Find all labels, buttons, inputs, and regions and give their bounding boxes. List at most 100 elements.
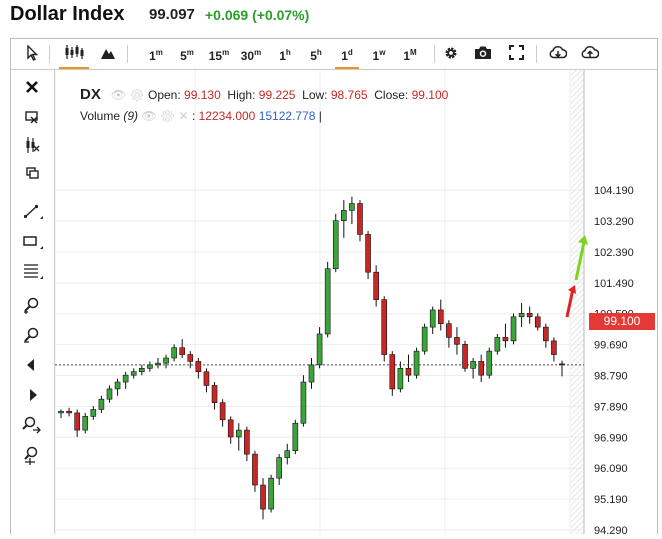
chart-toolbar: 1m 5m 15m 30m 1h 5h 1d 1w 1M	[11, 39, 657, 70]
zoom-reset-button[interactable]	[21, 414, 43, 436]
mountain-chart-button[interactable]	[97, 39, 119, 67]
candle-body	[219, 402, 226, 421]
interval-5h[interactable]: 5h	[304, 39, 328, 67]
y-tick-label: 98.790	[594, 371, 628, 383]
y-tick-label: 97.890	[594, 401, 628, 413]
candle-body	[324, 268, 331, 335]
candle-body	[179, 347, 186, 355]
interval-1w[interactable]: 1w	[367, 39, 391, 67]
candle-body	[308, 364, 315, 383]
trendline-tool[interactable]	[21, 200, 43, 222]
rectangle-tool[interactable]	[21, 230, 43, 252]
candle-body	[74, 412, 80, 431]
toolbar-divider	[536, 45, 537, 63]
future-band	[571, 70, 584, 534]
candle-body	[122, 374, 129, 383]
eye-icon[interactable]: 👁	[141, 109, 157, 123]
remove-drawings-button[interactable]	[21, 76, 43, 98]
chart-area[interactable]: 104.190103.290102.390101.490100.59099.69…	[54, 70, 658, 537]
low-value: 98.765	[330, 88, 368, 102]
candle-body	[373, 271, 379, 300]
camera-icon	[475, 46, 491, 59]
price-change: +0.069 (+0.07%)	[205, 7, 310, 23]
indicators-icon	[26, 137, 40, 153]
candle-body	[551, 340, 557, 355]
candle-body	[486, 350, 493, 376]
gear-icon	[445, 47, 457, 59]
gear-icon[interactable]: ⚙	[129, 88, 145, 102]
interval-1d[interactable]: 1d	[335, 39, 359, 69]
candle-body	[494, 337, 501, 352]
indicators-button[interactable]	[21, 134, 43, 156]
interval-5m[interactable]: 5m	[175, 39, 199, 67]
high-value: 99.225	[258, 88, 296, 102]
candle-body	[98, 398, 105, 410]
fibonacci-tool[interactable]	[21, 260, 43, 282]
candle-body	[470, 361, 476, 369]
candle-body	[252, 453, 258, 486]
candle-body	[114, 381, 121, 390]
close-value: 99.100	[411, 88, 449, 102]
volume-period: (9)	[123, 109, 139, 123]
scroll-back-button[interactable]	[21, 354, 43, 376]
eraser-icon	[25, 111, 38, 124]
volume-ma-value: 15122.778	[258, 109, 316, 123]
interval-unit: w	[379, 48, 386, 57]
download-icon	[549, 45, 568, 59]
candle-body	[260, 484, 266, 510]
candles-button[interactable]	[59, 39, 89, 69]
cursor-tool[interactable]	[21, 39, 43, 67]
interval-label: 5	[310, 49, 317, 63]
candle-body	[235, 429, 242, 438]
chart-frame	[10, 38, 658, 534]
candle-body	[437, 309, 444, 324]
toolbar-divider	[49, 45, 50, 63]
interval-unit: h	[285, 48, 291, 57]
interval-unit: h	[316, 48, 322, 57]
toolbar-divider	[127, 45, 128, 63]
open-value: 99.130	[184, 88, 221, 102]
eraser-button[interactable]	[21, 106, 43, 128]
zoom-in-button[interactable]	[21, 294, 43, 316]
candle-body	[187, 354, 194, 362]
zoom-out-button[interactable]	[21, 324, 43, 346]
interval-unit: m	[222, 48, 230, 57]
last-price: 99.097	[149, 6, 195, 23]
interval-15m[interactable]: 15m	[204, 39, 234, 67]
candle-body	[163, 357, 169, 364]
candle-body	[139, 368, 145, 373]
settings-button[interactable]	[440, 39, 462, 67]
fullscreen-button[interactable]	[505, 39, 527, 67]
download-button[interactable]	[547, 39, 569, 67]
candle-body	[349, 203, 355, 211]
ohlc-legend: DX 👁 ⚙ Open: 99.130 High: 99.225 Low: 98.…	[80, 86, 448, 103]
gear-icon[interactable]: ⚙	[159, 109, 176, 123]
close-icon[interactable]: ✕	[178, 109, 189, 123]
candle-body	[421, 326, 428, 352]
screenshot-button[interactable]	[472, 39, 494, 67]
interval-label: 15	[208, 49, 223, 63]
interval-label: 1	[341, 49, 348, 63]
zoom-out-icon	[24, 327, 39, 343]
page-title: Dollar Index	[10, 3, 125, 25]
y-tick-label: 96.990	[594, 432, 628, 444]
scroll-forward-button[interactable]	[21, 384, 43, 406]
copy-button[interactable]	[21, 162, 43, 184]
fullscreen-icon	[508, 45, 524, 60]
header: Dollar Index 99.097 +0.069 (+0.07%)	[0, 0, 662, 34]
forward-icon	[30, 389, 37, 401]
interval-30m[interactable]: 30m	[236, 39, 266, 67]
interval-1m[interactable]: 1m	[144, 39, 168, 67]
candle-body	[316, 333, 323, 366]
candle-body	[82, 416, 89, 431]
interval-1M[interactable]: 1M	[398, 39, 422, 67]
upload-button[interactable]	[579, 39, 601, 67]
candle-body	[478, 361, 484, 376]
zoom-fit-button[interactable]	[21, 444, 43, 466]
eye-icon[interactable]: 👁	[110, 88, 127, 102]
mountain-icon	[101, 49, 115, 59]
candle-body	[195, 361, 202, 373]
price-chart[interactable]: 104.190103.290102.390101.490100.59099.69…	[54, 70, 658, 537]
copy-icon	[26, 167, 39, 179]
interval-1h[interactable]: 1h	[273, 39, 297, 67]
